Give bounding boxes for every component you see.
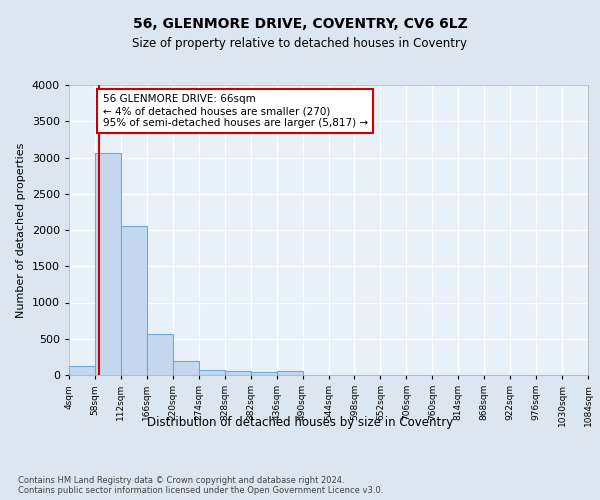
Y-axis label: Number of detached properties: Number of detached properties — [16, 142, 26, 318]
Bar — [251, 372, 277, 375]
Bar — [95, 153, 121, 375]
Text: 56, GLENMORE DRIVE, COVENTRY, CV6 6LZ: 56, GLENMORE DRIVE, COVENTRY, CV6 6LZ — [133, 18, 467, 32]
Text: Distribution of detached houses by size in Coventry: Distribution of detached houses by size … — [147, 416, 453, 429]
Bar — [225, 371, 251, 375]
Bar — [199, 370, 224, 375]
Bar — [277, 372, 302, 375]
Text: Contains HM Land Registry data © Crown copyright and database right 2024.
Contai: Contains HM Land Registry data © Crown c… — [18, 476, 383, 495]
Bar — [69, 366, 95, 375]
Text: Size of property relative to detached houses in Coventry: Size of property relative to detached ho… — [133, 38, 467, 51]
Bar — [121, 226, 147, 375]
Bar — [147, 334, 173, 375]
Bar — [173, 361, 199, 375]
Text: 56 GLENMORE DRIVE: 66sqm
← 4% of detached houses are smaller (270)
95% of semi-d: 56 GLENMORE DRIVE: 66sqm ← 4% of detache… — [103, 94, 368, 128]
